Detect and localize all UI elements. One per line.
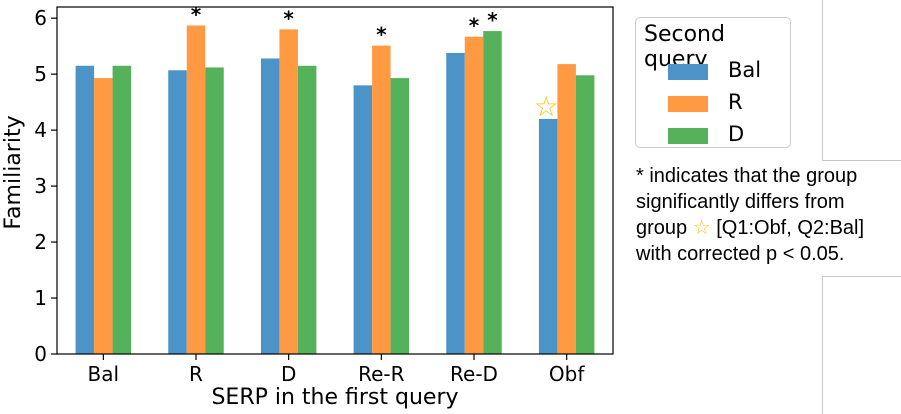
legend-swatch-bal xyxy=(668,64,708,80)
bar-r-bal xyxy=(168,70,187,355)
significance-note: * indicates that the group significantly… xyxy=(636,163,900,267)
x-tick-label: Re-R xyxy=(358,362,405,386)
divider-line xyxy=(822,160,901,161)
note-line: group ☆ [Q1:Obf, Q2:Bal] xyxy=(636,215,900,241)
bar-r-d xyxy=(205,67,224,354)
bar-d-d xyxy=(297,65,317,355)
legend-label-r: R xyxy=(728,90,743,114)
bar-obf-r xyxy=(557,64,576,354)
significance-asterisk: * xyxy=(191,2,202,26)
legend-label-d: D xyxy=(728,122,745,146)
bar-re-r-bal xyxy=(353,85,373,355)
bar-d-r xyxy=(279,29,298,355)
legend-item-r: R xyxy=(668,90,788,116)
star-icon: ☆ xyxy=(534,90,559,123)
x-tick-label: Bal xyxy=(88,362,120,386)
divider-line xyxy=(822,0,823,160)
legend-title: Second query xyxy=(644,22,725,72)
significance-asterisk: * xyxy=(487,8,498,32)
y-tick-label: 4 xyxy=(34,118,47,142)
bar-re-d-r xyxy=(464,36,484,354)
significance-asterisk: * xyxy=(283,6,294,30)
x-axis: Bal R D Re-R Re-D Obf xyxy=(88,354,585,386)
y-tick-label: 1 xyxy=(34,286,47,310)
y-tick-label: 3 xyxy=(34,174,47,198)
bar-obf-d xyxy=(575,75,595,355)
divider-line xyxy=(822,276,901,277)
star-icon: ☆ xyxy=(692,217,711,239)
bar-re-r-d xyxy=(390,78,410,354)
bar-re-r-r xyxy=(372,45,391,355)
legend: Second query Bal R D xyxy=(635,17,791,148)
x-axis-label: SERP in the first query xyxy=(211,385,458,410)
bar-bal-bal xyxy=(75,65,95,355)
significance-asterisk: * xyxy=(376,23,387,47)
bar-re-d-bal xyxy=(446,52,465,354)
significance-marks: * * * * * ☆ xyxy=(191,2,559,122)
note-line: with corrected p < 0.05. xyxy=(636,243,845,265)
bar-r-r xyxy=(186,25,206,354)
x-tick-label: Re-D xyxy=(450,362,498,386)
x-tick-label: D xyxy=(281,362,296,386)
divider-line xyxy=(822,276,823,414)
legend-label-bal: Bal xyxy=(728,58,762,82)
y-axis-label: Familiarity xyxy=(1,115,26,229)
note-line: significantly differs from xyxy=(636,191,845,213)
legend-item-bal: Bal xyxy=(668,58,788,84)
y-tick-label: 5 xyxy=(34,62,47,86)
legend-swatch-r xyxy=(668,96,708,112)
bars-layer xyxy=(75,25,595,355)
y-tick-label: 0 xyxy=(34,342,47,366)
note-text: [Q1:Obf, Q2:Bal] xyxy=(710,217,865,239)
note-line: * indicates that the group xyxy=(636,165,858,187)
plot-frame xyxy=(56,6,614,355)
y-tick-label: 6 xyxy=(34,6,47,30)
bar-chart: 0 1 2 3 4 5 6 * * * * * ☆ Bal R D Re-R Re-D Obf Familiar… xyxy=(1,2,614,410)
bar-re-d-d xyxy=(483,31,502,354)
legend-swatch-d xyxy=(668,128,708,144)
bar-bal-r xyxy=(94,78,113,354)
x-tick-label: R xyxy=(189,362,203,386)
y-tick-label: 2 xyxy=(34,230,47,254)
note-text: group xyxy=(636,217,693,239)
significance-asterisk: * xyxy=(469,14,480,38)
x-tick-label: Obf xyxy=(549,362,585,386)
bar-d-bal xyxy=(260,58,280,354)
bar-obf-bal xyxy=(538,118,558,354)
legend-item-d: D xyxy=(668,122,788,148)
y-axis: 0 1 2 3 4 5 6 xyxy=(34,6,57,366)
bar-bal-d xyxy=(112,65,132,355)
